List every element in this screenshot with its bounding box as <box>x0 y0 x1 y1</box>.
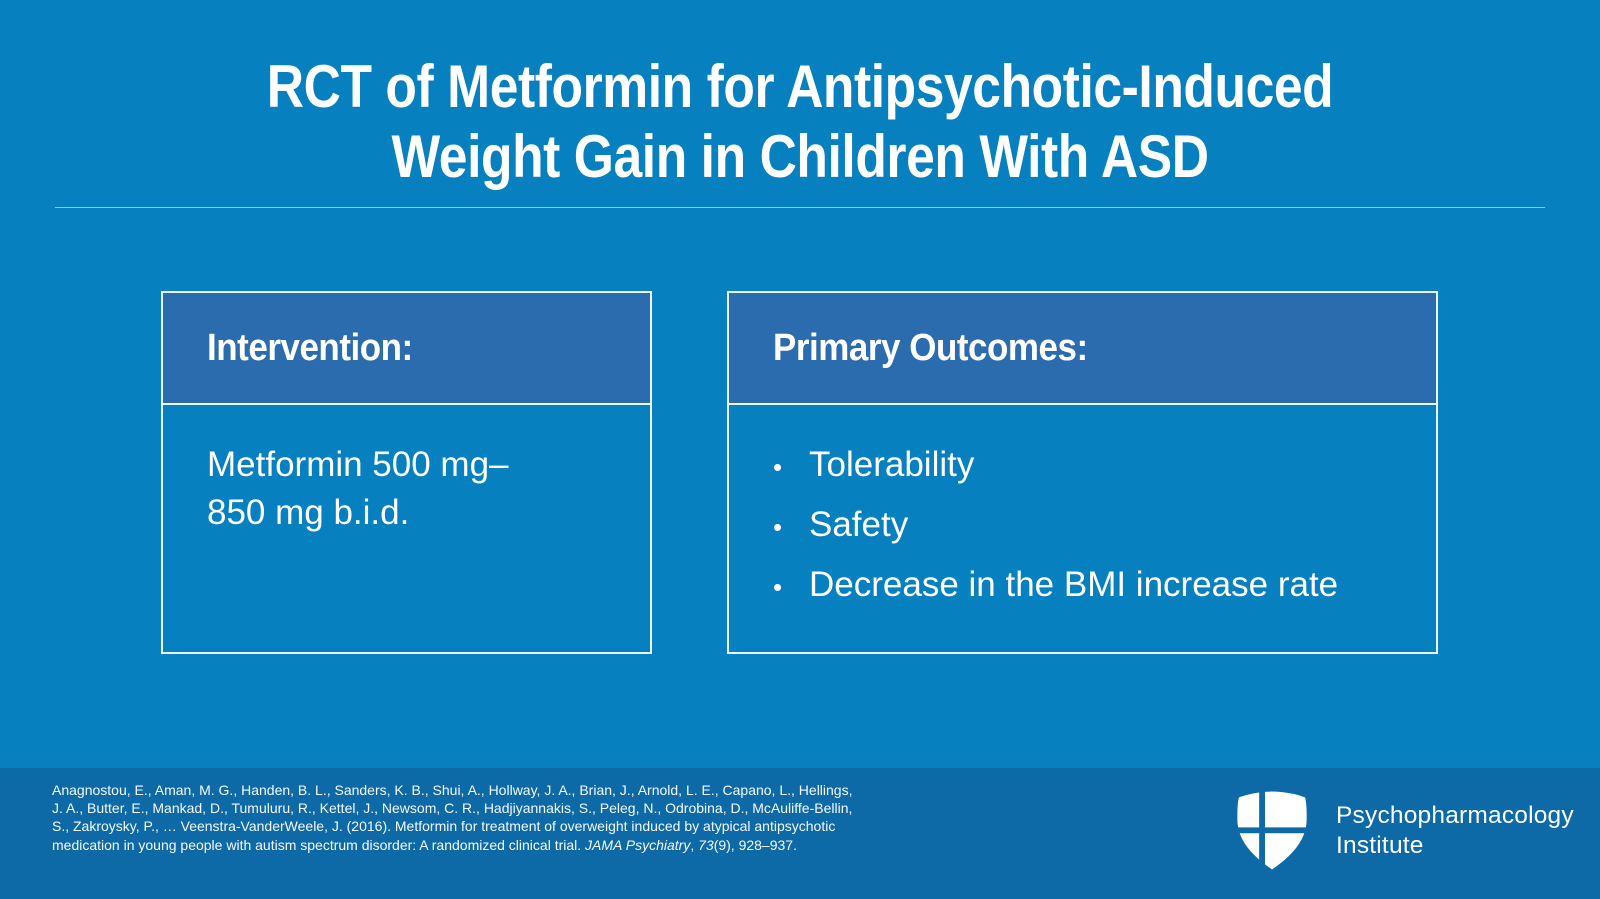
citation-line2: J. A., Butter, E., Mankad, D., Tumuluru,… <box>52 800 853 817</box>
citation-volume-number: 73 <box>698 836 714 853</box>
intervention-box-header: Intervention: <box>163 293 650 405</box>
citation: Anagnostou, E., Aman, M. G., Handen, B. … <box>52 781 932 854</box>
outcome-list-item: • Tolerability <box>773 441 1396 501</box>
bullet-icon: • <box>773 572 783 602</box>
citation-line4-text: medication in young people with autism s… <box>52 836 586 853</box>
intervention-box: Intervention: Metformin 500 mg– 850 mg b… <box>161 291 652 654</box>
logo-wordmark-line2: Institute <box>1336 831 1424 859</box>
slide-title-line2: Weight Gain in Children With ASD <box>391 123 1209 190</box>
outcome-item-label: Safety <box>809 505 909 544</box>
citation-journal-name: JAMA Psychiatry <box>585 836 691 853</box>
citation-pages: (9), 928–937. <box>713 836 797 853</box>
outcome-item-label: Tolerability <box>809 445 975 484</box>
bullet-icon: • <box>773 512 783 542</box>
logo-wordmark: Psychopharmacology Institute <box>1336 801 1574 861</box>
outcome-list-item: • Decrease in the BMI increase rate <box>773 561 1396 621</box>
footer-band: Anagnostou, E., Aman, M. G., Handen, B. … <box>0 768 1600 899</box>
outcome-item-label: Decrease in the BMI increase rate <box>809 565 1339 604</box>
title-divider <box>55 207 1545 208</box>
logo-wordmark-line1: Psychopharmacology <box>1336 801 1574 829</box>
citation-line3: S., Zakroysky, P., … Veenstra-VanderWeel… <box>52 818 836 835</box>
citation-line4-separator: , <box>690 836 699 853</box>
primary-outcomes-box: Primary Outcomes: • Tolerability • Safet… <box>727 291 1438 654</box>
intervention-box-body: Metformin 500 mg– 850 mg b.i.d. <box>163 405 650 537</box>
citation-line4: medication in young people with autism s… <box>52 836 932 854</box>
shield-cross-icon <box>1233 790 1311 871</box>
slide-title: RCT of Metformin for Antipsychotic-Induc… <box>112 52 1488 192</box>
primary-outcomes-box-body: • Tolerability • Safety • Decrease in th… <box>729 405 1436 621</box>
intervention-box-title: Intervention: <box>207 326 413 369</box>
intervention-text-line2: 850 mg b.i.d. <box>207 493 410 532</box>
intervention-text-line1: Metformin 500 mg– <box>207 445 509 484</box>
primary-outcomes-box-title: Primary Outcomes: <box>773 326 1088 369</box>
primary-outcomes-box-header: Primary Outcomes: <box>729 293 1436 405</box>
slide-title-line1: RCT of Metformin for Antipsychotic-Induc… <box>266 53 1334 120</box>
psychopharmacology-institute-logo: Psychopharmacology Institute <box>1233 790 1574 871</box>
citation-line1: Anagnostou, E., Aman, M. G., Handen, B. … <box>52 782 853 798</box>
outcome-list-item: • Safety <box>773 501 1396 561</box>
bullet-icon: • <box>773 452 783 482</box>
